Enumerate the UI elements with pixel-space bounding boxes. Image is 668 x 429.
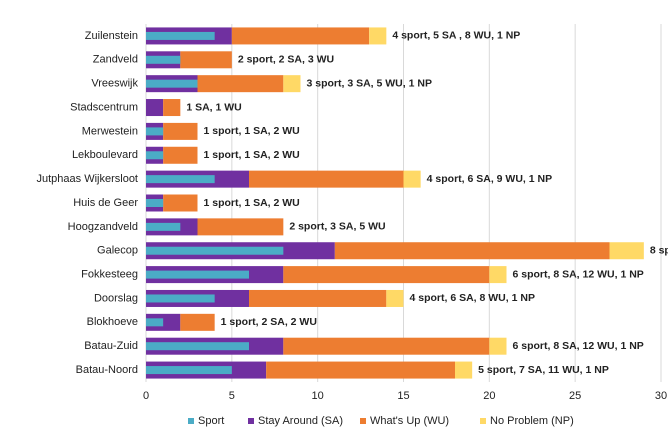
y-tick-label: Fokkesteeg: [81, 269, 138, 281]
y-tick-label: Hoogzandveld: [68, 221, 138, 233]
data-annotation: 1 sport, 1 SA, 2 WU: [204, 197, 300, 209]
bar-segment: [163, 122, 198, 140]
legend-label: No Problem (NP): [490, 415, 574, 427]
bar-segment: [369, 27, 387, 45]
bar-segment: [283, 75, 301, 93]
sport-bar: [146, 270, 249, 279]
bar-segment: [249, 170, 404, 188]
bar-segment: [163, 99, 181, 117]
y-tick-label: Lekboulevard: [72, 149, 138, 161]
legend-label: Sport: [198, 415, 224, 427]
data-annotation: 6 sport, 8 SA, 12 WU, 1 NP: [513, 340, 644, 352]
sport-bar: [146, 79, 198, 88]
sport-bar: [146, 246, 284, 255]
data-annotation: 4 sport, 5 SA , 8 WU, 1 NP: [392, 30, 520, 42]
bar-segment: [403, 170, 421, 188]
bar-segment: [455, 361, 473, 379]
sport-bar: [146, 318, 164, 327]
y-tick-label: Zandveld: [93, 54, 138, 66]
legend-label: What's Up (WU): [370, 415, 449, 427]
data-annotation: 1 sport, 1 SA, 2 WU: [204, 125, 300, 137]
bar-segment: [197, 218, 284, 236]
bar-segment: [386, 289, 404, 307]
bar-segment: [180, 313, 215, 331]
data-annotation: 1 sport, 1 SA, 2 WU: [204, 149, 300, 161]
bar-segment: [163, 194, 198, 212]
data-annotation: 2 sport, 2 SA, 3 WU: [238, 54, 334, 66]
bar-segment: [489, 266, 507, 284]
y-tick-label: Merwestein: [82, 125, 138, 137]
y-tick-label: Blokhoeve: [87, 316, 138, 328]
legend-swatch: [248, 418, 254, 424]
x-tick-label: 15: [397, 390, 409, 402]
sport-bar: [146, 222, 181, 231]
y-tick-label: Doorslag: [94, 292, 138, 304]
y-tick-label: Stadscentrum: [70, 101, 138, 113]
legend-swatch: [480, 418, 486, 424]
bar-segment: [283, 337, 490, 355]
data-annotation: 4 sport, 6 SA, 8 WU, 1 NP: [410, 292, 535, 304]
sport-bar: [146, 127, 164, 136]
bar-segment: [283, 266, 490, 284]
legend-swatch: [188, 418, 194, 424]
y-tick-label: Batau-Zuid: [84, 340, 138, 352]
y-tick-label: Zuilenstein: [85, 30, 138, 42]
legend-label: Stay Around (SA): [258, 415, 343, 427]
bar-segment: [609, 242, 644, 260]
bar-segment: [266, 361, 455, 379]
x-tick-label: 30: [655, 390, 667, 402]
data-annotation: 8 sport, 11 SA, 16 |WU, 2 NP: [650, 245, 668, 257]
sport-bar: [146, 175, 215, 184]
sport-bar: [146, 294, 215, 303]
sport-bar: [146, 55, 181, 64]
x-tick-label: 25: [569, 390, 581, 402]
data-annotation: 1 SA, 1 WU: [186, 101, 241, 113]
bar-segment: [146, 99, 164, 117]
data-annotation: 1 sport, 2 SA, 2 WU: [221, 316, 317, 328]
legend-swatch: [360, 418, 366, 424]
y-tick-label: Batau-Noord: [76, 364, 138, 376]
sport-bar: [146, 31, 215, 40]
bar-segment: [180, 51, 232, 69]
x-tick-label: 0: [143, 390, 149, 402]
data-annotation: 5 sport, 7 SA, 11 WU, 1 NP: [478, 364, 609, 376]
bar-segment: [249, 289, 387, 307]
data-annotation: 3 sport, 3 SA, 5 WU, 1 NP: [307, 77, 432, 89]
bar-segment: [489, 337, 507, 355]
x-tick-label: 10: [312, 390, 324, 402]
x-tick-label: 20: [483, 390, 495, 402]
sport-bar: [146, 366, 232, 375]
bar-segment: [231, 27, 370, 45]
data-annotation: 2 sport, 3 SA, 5 WU: [289, 221, 385, 233]
sport-bar: [146, 342, 249, 351]
y-tick-label: Jutphaas Wijkersloot: [37, 173, 139, 185]
bar-segment: [197, 75, 284, 93]
sport-bar: [146, 199, 164, 207]
y-tick-label: Vreeswijk: [91, 78, 138, 90]
x-tick-label: 5: [229, 390, 235, 402]
bar-segment: [334, 242, 610, 260]
bar-segment: [163, 146, 198, 164]
y-tick-label: Galecop: [97, 245, 138, 257]
y-tick-label: Huis de Geer: [73, 197, 138, 209]
sport-bar: [146, 151, 164, 160]
data-annotation: 6 sport, 8 SA, 12 WU, 1 NP: [513, 268, 644, 280]
data-annotation: 4 sport, 6 SA, 9 WU, 1 NP: [427, 173, 552, 185]
